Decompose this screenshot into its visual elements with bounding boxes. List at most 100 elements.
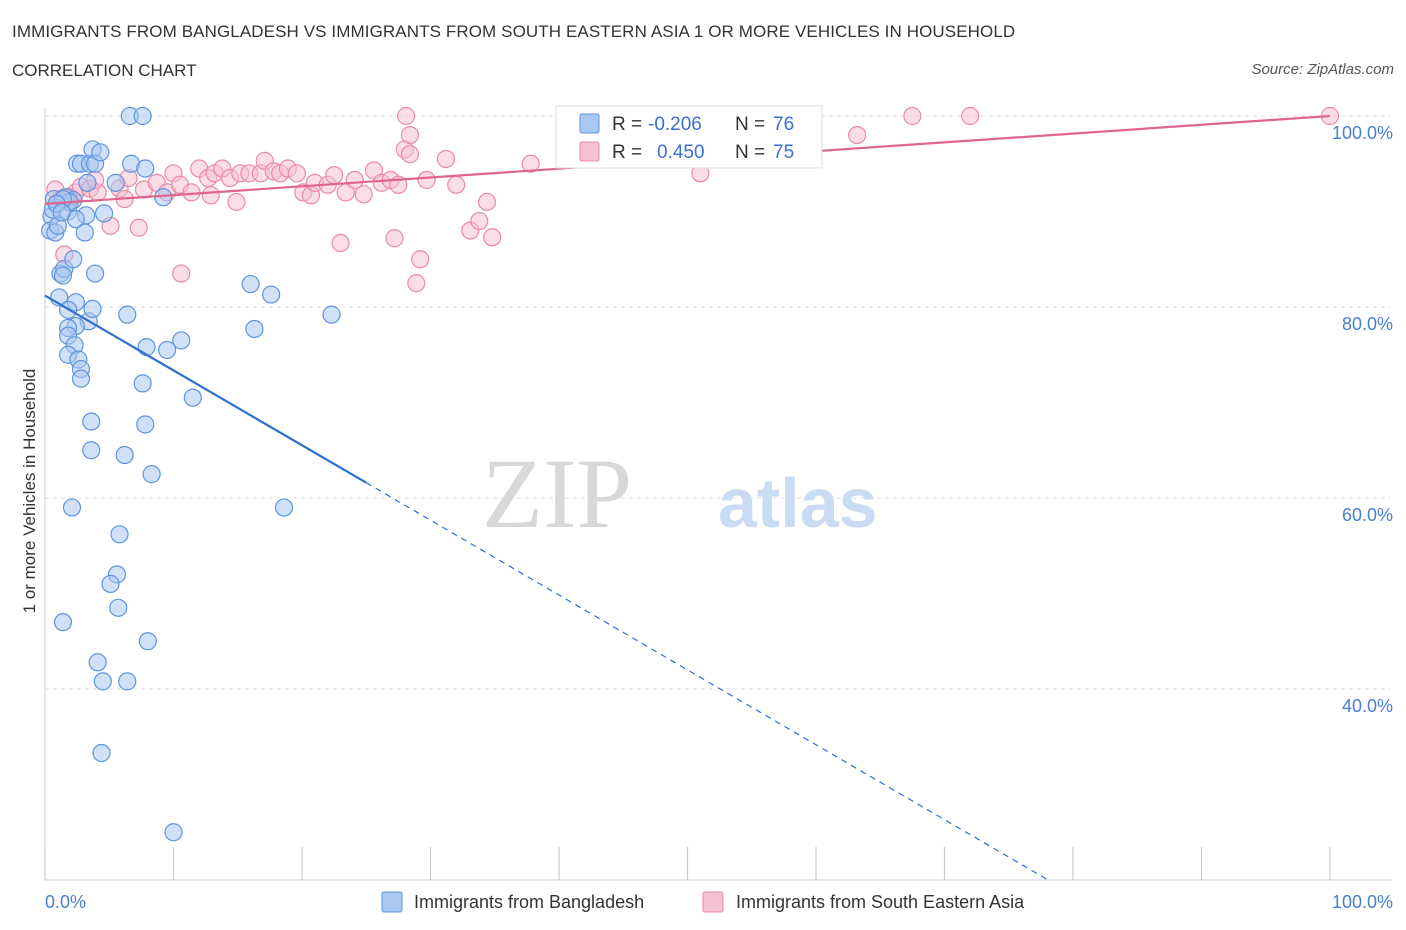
point-south-eastern-asia bbox=[354, 185, 373, 204]
y-tick-labels: 40.0% 60.0% 80.0% 100.0% bbox=[1332, 123, 1393, 716]
point-south-eastern-asia bbox=[521, 154, 540, 173]
point-bangladesh bbox=[101, 574, 120, 594]
point-south-eastern-asia bbox=[903, 106, 922, 126]
chart-title: IMMIGRANTS FROM BANGLADESH VS IMMIGRANTS… bbox=[12, 22, 1016, 41]
point-bangladesh bbox=[245, 319, 264, 339]
point-south-eastern-asia bbox=[400, 145, 420, 164]
stats-n-value-blue: 76 bbox=[773, 114, 794, 135]
point-bangladesh bbox=[88, 653, 107, 672]
chart-subtitle: CORRELATION CHART bbox=[12, 61, 197, 80]
point-south-eastern-asia bbox=[172, 264, 191, 283]
point-south-eastern-asia bbox=[201, 186, 220, 205]
point-bangladesh bbox=[53, 266, 73, 285]
point-bangladesh bbox=[172, 331, 191, 350]
point-bangladesh bbox=[78, 173, 97, 192]
point-bangladesh bbox=[118, 305, 137, 324]
point-south-eastern-asia bbox=[483, 228, 502, 247]
stats-r-value-blue: -0.206 bbox=[648, 114, 702, 135]
x-tick-label-min: 0.0% bbox=[45, 892, 86, 912]
watermark: ZIP atlas bbox=[482, 438, 878, 549]
point-south-eastern-asia bbox=[961, 106, 980, 126]
y-tick-label: 80.0% bbox=[1342, 314, 1393, 334]
series-bangladesh bbox=[41, 106, 341, 842]
y-tick-label: 100.0% bbox=[1332, 123, 1393, 143]
point-bangladesh bbox=[164, 823, 183, 842]
point-south-eastern-asia bbox=[436, 149, 456, 169]
point-bangladesh bbox=[82, 412, 101, 431]
point-bangladesh bbox=[110, 525, 129, 544]
point-bangladesh bbox=[93, 672, 112, 691]
point-bangladesh bbox=[52, 203, 71, 222]
point-south-eastern-asia bbox=[227, 192, 246, 212]
point-south-eastern-asia bbox=[331, 233, 350, 253]
point-bangladesh bbox=[86, 264, 105, 283]
y-tick-label: 60.0% bbox=[1342, 505, 1393, 525]
point-bangladesh bbox=[157, 340, 177, 360]
point-bangladesh bbox=[138, 632, 157, 651]
point-south-eastern-asia bbox=[345, 170, 364, 190]
point-bangladesh bbox=[92, 743, 111, 763]
watermark-atlas: atlas bbox=[718, 464, 878, 542]
point-south-eastern-asia bbox=[447, 175, 466, 194]
stats-r-label-pink: R = bbox=[612, 142, 642, 163]
legend-label-south-eastern-asia: Immigrants from South Eastern Asia bbox=[736, 892, 1025, 912]
point-bangladesh bbox=[95, 204, 114, 223]
point-south-eastern-asia bbox=[848, 126, 867, 145]
stats-r-value-pink: 0.450 bbox=[657, 142, 705, 163]
stats-n-label-pink: N = bbox=[735, 142, 765, 163]
point-bangladesh bbox=[106, 173, 125, 192]
point-bangladesh bbox=[53, 613, 73, 632]
point-bangladesh bbox=[82, 441, 101, 460]
point-south-eastern-asia bbox=[411, 250, 430, 269]
legend-swatch-south-eastern-asia bbox=[702, 891, 724, 913]
point-south-eastern-asia bbox=[385, 229, 404, 248]
point-bangladesh bbox=[136, 415, 155, 434]
stats-legend-box: R = -0.206 N = 76 R = 0.450 N = 75 bbox=[555, 105, 823, 169]
stats-n-label-blue: N = bbox=[735, 114, 765, 135]
point-bangladesh bbox=[241, 274, 260, 294]
trend-line-bangladesh-extension bbox=[365, 482, 1048, 881]
point-south-eastern-asia bbox=[407, 274, 426, 293]
stats-swatch-pink bbox=[579, 141, 600, 162]
point-bangladesh bbox=[109, 598, 128, 617]
point-bangladesh bbox=[136, 159, 155, 178]
point-bangladesh bbox=[118, 672, 137, 691]
stats-n-value-pink: 75 bbox=[773, 142, 794, 163]
point-south-eastern-asia bbox=[417, 170, 436, 190]
watermark-zip: ZIP bbox=[482, 438, 632, 549]
legend-label-bangladesh: Immigrants from Bangladesh bbox=[414, 892, 644, 912]
point-south-eastern-asia bbox=[396, 106, 416, 126]
y-axis-label: 1 or more Vehicles in Household bbox=[20, 369, 39, 614]
point-bangladesh bbox=[133, 374, 152, 393]
trend-line-bangladesh bbox=[44, 294, 367, 484]
point-bangladesh bbox=[64, 250, 83, 269]
point-south-eastern-asia bbox=[325, 166, 344, 185]
point-south-eastern-asia bbox=[400, 126, 420, 145]
point-bangladesh bbox=[142, 465, 161, 484]
point-bangladesh bbox=[71, 369, 91, 388]
point-bangladesh bbox=[83, 299, 102, 319]
point-bangladesh bbox=[62, 498, 82, 517]
point-bangladesh bbox=[274, 498, 294, 517]
bottom-legend: Immigrants from Bangladesh Immigrants fr… bbox=[381, 891, 1025, 913]
grid-lines bbox=[45, 115, 1390, 690]
y-tick-label: 40.0% bbox=[1342, 696, 1393, 716]
point-south-eastern-asia bbox=[129, 218, 148, 237]
stats-r-label-blue: R = bbox=[612, 114, 642, 135]
point-bangladesh bbox=[137, 338, 156, 357]
point-south-eastern-asia bbox=[470, 211, 489, 231]
point-bangladesh bbox=[262, 285, 281, 304]
point-south-eastern-asia bbox=[477, 192, 497, 212]
point-bangladesh bbox=[115, 445, 134, 465]
point-south-eastern-asia bbox=[287, 164, 306, 183]
stats-box-frame bbox=[555, 105, 823, 169]
x-tick-label-max: 100.0% bbox=[1332, 892, 1393, 912]
stats-swatch-blue bbox=[579, 113, 600, 134]
source-label: Source: ZipAtlas.com bbox=[1251, 61, 1394, 78]
x-tick-labels: 0.0% 100.0% bbox=[45, 892, 1393, 912]
point-bangladesh bbox=[183, 388, 202, 407]
point-bangladesh bbox=[133, 106, 152, 126]
point-bangladesh bbox=[91, 143, 110, 162]
legend-swatch-bangladesh bbox=[381, 891, 403, 913]
